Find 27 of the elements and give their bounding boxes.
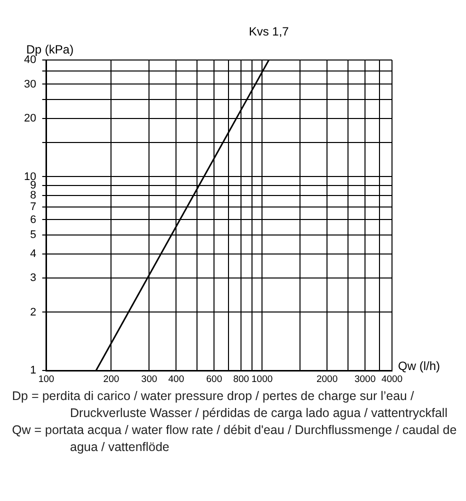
annotation: Kvs 1,7 — [248, 24, 290, 38]
x-tick-label: 1000 — [251, 374, 273, 385]
y-tick-label: 3 — [30, 272, 36, 284]
y-tick-label: 8 — [30, 190, 36, 202]
y-tick-label: 30 — [24, 78, 36, 90]
y-tick-label: 40 — [24, 54, 36, 66]
x-tick-label: 2000 — [316, 374, 338, 385]
y-tick-label: 6 — [30, 214, 36, 226]
x-tick-label: 800 — [233, 374, 250, 385]
x-tick-label: 300 — [141, 374, 158, 385]
y-tick-label: 20 — [24, 112, 36, 124]
y-tick-label: 1 — [30, 364, 36, 377]
y-tick-label: 2 — [30, 306, 36, 318]
y-axis-title: Dp (kPa) — [26, 42, 74, 56]
text: Qw = portata acqua / water flow rate / débit d'eau / Durchflussmenge / caudal de agua / vattenflöde — [11, 422, 458, 456]
x-tick-label: 400 — [168, 374, 184, 385]
y-tick-label: 9 — [30, 180, 36, 192]
x-tick-label: 600 — [206, 374, 222, 385]
x-tick-label: 3000 — [354, 374, 376, 385]
y-tick-label: 5 — [30, 229, 36, 242]
x-axis-title: Qw (l/h) — [398, 358, 440, 373]
text: Dp = perdita di carico / water pressure drop / pertes de charge sur l’eau / Druckverluste Wasser / pérdidas de carga lado agua / vattentryckfall — [11, 388, 448, 422]
y-tick-label: 7 — [30, 200, 36, 213]
x-tick-label: 4000 — [381, 374, 403, 385]
x-tick-label: 200 — [103, 374, 120, 385]
x-tick-label: 100 — [38, 374, 54, 385]
y-tick-label: 4 — [30, 248, 36, 260]
